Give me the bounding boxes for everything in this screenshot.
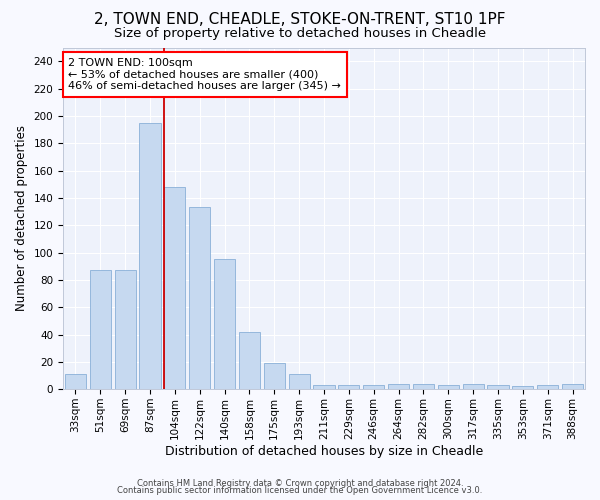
Bar: [115, 270, 136, 389]
Bar: [438, 385, 459, 389]
Text: Contains public sector information licensed under the Open Government Licence v3: Contains public sector information licen…: [118, 486, 482, 495]
Y-axis label: Number of detached properties: Number of detached properties: [15, 126, 28, 312]
Bar: [463, 384, 484, 389]
Text: 2 TOWN END: 100sqm
← 53% of detached houses are smaller (400)
46% of semi-detach: 2 TOWN END: 100sqm ← 53% of detached hou…: [68, 58, 341, 91]
Bar: [90, 270, 111, 389]
Bar: [65, 374, 86, 389]
Bar: [363, 385, 384, 389]
Bar: [313, 385, 335, 389]
Bar: [562, 384, 583, 389]
Bar: [487, 385, 509, 389]
Bar: [164, 187, 185, 389]
Bar: [239, 332, 260, 389]
Bar: [537, 385, 558, 389]
Bar: [139, 122, 161, 389]
Bar: [289, 374, 310, 389]
Text: 2, TOWN END, CHEADLE, STOKE-ON-TRENT, ST10 1PF: 2, TOWN END, CHEADLE, STOKE-ON-TRENT, ST…: [94, 12, 506, 28]
Text: Contains HM Land Registry data © Crown copyright and database right 2024.: Contains HM Land Registry data © Crown c…: [137, 478, 463, 488]
Bar: [264, 363, 285, 389]
Bar: [189, 208, 210, 389]
Bar: [413, 384, 434, 389]
Bar: [512, 386, 533, 389]
Bar: [338, 385, 359, 389]
Text: Size of property relative to detached houses in Cheadle: Size of property relative to detached ho…: [114, 28, 486, 40]
X-axis label: Distribution of detached houses by size in Cheadle: Distribution of detached houses by size …: [165, 444, 483, 458]
Bar: [214, 260, 235, 389]
Bar: [388, 384, 409, 389]
